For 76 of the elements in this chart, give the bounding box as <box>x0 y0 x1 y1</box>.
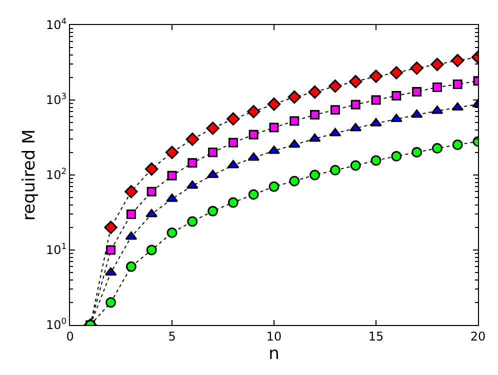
point <box>451 54 464 68</box>
point <box>187 216 198 227</box>
y-tick-label: 10$^{2}$ <box>46 166 67 182</box>
x-tick-label: 5 <box>168 329 176 344</box>
point <box>432 143 442 154</box>
point <box>228 138 238 148</box>
point <box>452 102 464 111</box>
point <box>350 100 360 110</box>
point <box>166 194 178 202</box>
point <box>310 170 320 180</box>
point <box>126 261 136 272</box>
point <box>412 86 422 96</box>
y-tick-label: 10$^{0}$ <box>46 316 67 332</box>
point <box>330 164 340 176</box>
point <box>206 122 220 135</box>
point <box>268 181 280 192</box>
point <box>267 98 281 111</box>
point <box>226 112 240 126</box>
y-tick-label: 10$^{4}$ <box>46 16 67 32</box>
point <box>452 140 463 150</box>
point <box>126 209 136 219</box>
point <box>390 66 403 80</box>
point <box>146 244 157 256</box>
point <box>146 208 158 218</box>
point <box>228 197 238 208</box>
point <box>106 297 116 308</box>
point <box>432 82 442 92</box>
point <box>288 90 301 104</box>
point <box>227 160 240 168</box>
point <box>390 114 402 122</box>
point <box>248 130 258 140</box>
point <box>349 74 362 88</box>
point <box>248 152 260 161</box>
point <box>452 80 462 90</box>
x-tick-label: 20 <box>470 329 486 344</box>
point <box>145 162 158 176</box>
point <box>370 118 382 126</box>
point <box>247 105 260 118</box>
point <box>371 95 381 105</box>
point <box>248 189 259 200</box>
y-tick-label: 10$^{3}$ <box>46 91 67 108</box>
y-tick-label: 10$^{1}$ <box>46 241 67 258</box>
x-axis-title: n <box>268 344 280 364</box>
point <box>430 58 444 72</box>
point <box>410 62 424 75</box>
point <box>166 227 178 238</box>
point <box>308 85 322 99</box>
point <box>290 116 300 126</box>
point <box>289 176 300 186</box>
point <box>328 80 342 93</box>
point <box>188 158 198 168</box>
point <box>392 90 402 100</box>
point <box>104 220 118 234</box>
y-axis-title: required M <box>20 129 40 221</box>
point <box>146 186 156 196</box>
point <box>412 147 422 158</box>
point <box>370 155 382 166</box>
x-tick-label: 10 <box>266 329 282 344</box>
point <box>208 206 218 216</box>
point <box>106 245 116 255</box>
x-tick-label: 15 <box>368 329 384 344</box>
point <box>391 150 402 162</box>
x-tick-label: 0 <box>66 329 74 344</box>
point <box>268 146 280 154</box>
point <box>269 122 279 132</box>
point <box>330 105 340 115</box>
point <box>208 148 218 158</box>
point <box>369 70 383 83</box>
point <box>310 110 320 120</box>
point <box>186 180 198 189</box>
point <box>104 267 117 276</box>
point <box>167 170 177 180</box>
point <box>165 146 179 160</box>
point <box>186 132 199 146</box>
point <box>124 185 138 198</box>
point <box>350 160 361 171</box>
